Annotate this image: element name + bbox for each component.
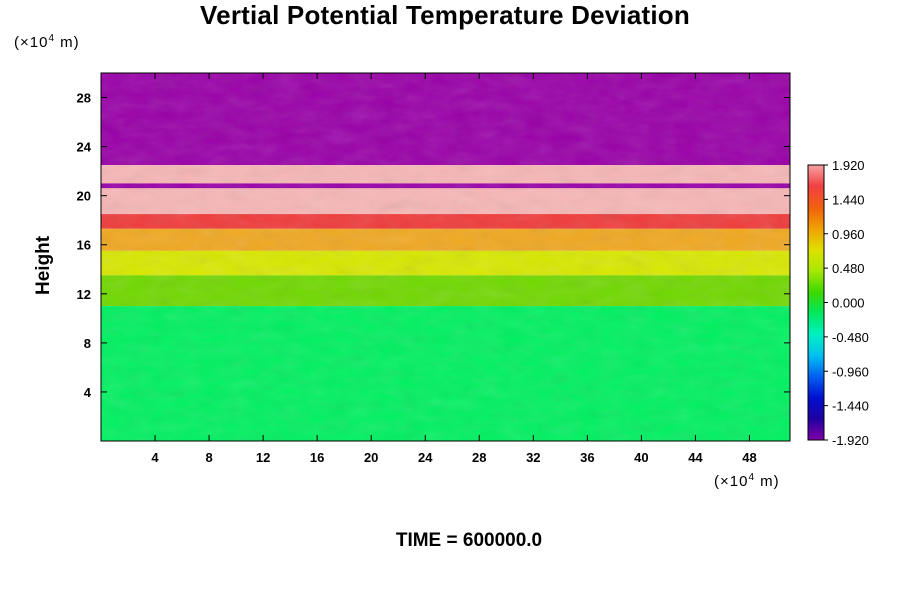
colorbar-tick-label: -0.960: [832, 364, 869, 379]
x-tick-label: 36: [580, 450, 594, 465]
y-axis-unit: (×104 m): [14, 33, 80, 51]
x-tick-label: 20: [364, 450, 378, 465]
x-tick-label: 44: [688, 450, 703, 465]
y-tick-label: 8: [84, 336, 91, 351]
colorbar-tick-label: 1.440: [832, 192, 865, 207]
plot-frame: [100, 72, 791, 442]
x-tick-label: 16: [310, 450, 324, 465]
y-tick-label: 4: [84, 385, 92, 400]
time-label: TIME = 600000.0: [395, 530, 543, 551]
x-tick-label: 4: [151, 450, 159, 465]
y-tick-label: 28: [77, 91, 91, 106]
x-tick-label: 12: [256, 450, 270, 465]
x-tick-label: 48: [742, 450, 756, 465]
x-tick-label: 28: [472, 450, 486, 465]
y-axis: 4 8 12 16 20 24 28: [77, 91, 790, 400]
colorbar-tick-label: -0.480: [832, 330, 869, 345]
heatmap-texture: [101, 73, 790, 441]
heatmap-field: [101, 73, 790, 441]
colorbar-tick-label: 0.960: [832, 227, 865, 242]
colorbar: 1.920 1.440 0.960 0.480 0.000 -0.480 -0.960 -1.…: [807, 158, 869, 448]
colorbar-tick-label: -1.920: [832, 433, 869, 448]
colorbar-tick-label: 0.480: [832, 261, 865, 276]
colorbar-tick-label: 0.000: [832, 296, 865, 311]
chart-title: Vertial Potential Temperature Deviation: [200, 0, 690, 30]
colorbar-tick-label: -1.440: [832, 399, 869, 414]
y-tick-label: 24: [77, 140, 92, 155]
x-tick-label: 40: [634, 450, 648, 465]
y-tick-label: 12: [77, 287, 91, 302]
x-axis-unit: (×104 m): [714, 472, 780, 490]
colorbar-tick-label: 1.920: [832, 158, 865, 173]
colorbar-ramp: [807, 164, 825, 441]
x-tick-label: 32: [526, 450, 540, 465]
y-tick-label: 16: [77, 238, 91, 253]
x-tick-label: 8: [205, 450, 212, 465]
x-tick-label: 24: [418, 450, 433, 465]
y-tick-label: 20: [77, 189, 91, 204]
x-axis: 4 8 12 16 20 24 28 32 36 40 44 48: [151, 73, 757, 465]
